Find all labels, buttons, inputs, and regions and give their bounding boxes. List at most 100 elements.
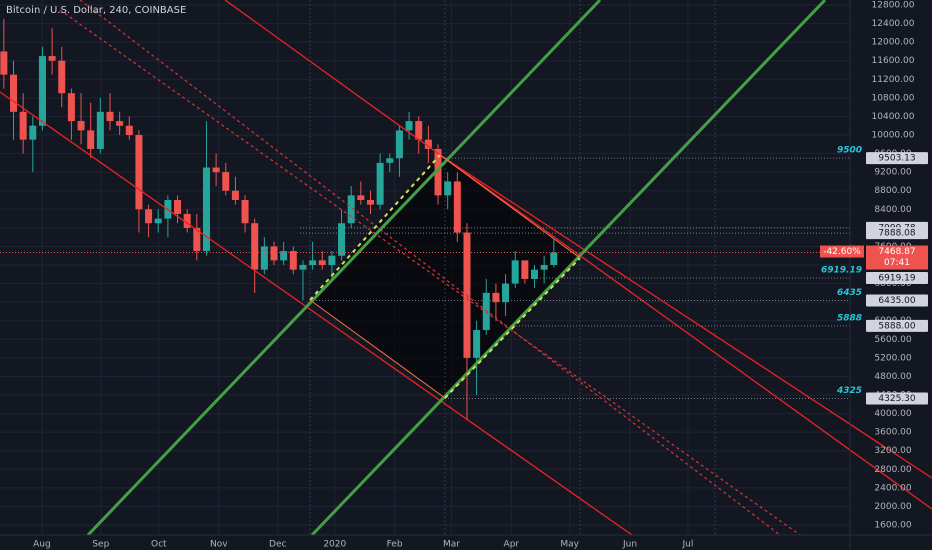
level-label: 7888.08 xyxy=(878,229,915,239)
trend-lines xyxy=(0,0,932,537)
level-box xyxy=(866,392,928,405)
candle-body xyxy=(521,260,529,279)
y-tick-label: 5200.00 xyxy=(874,353,911,363)
candle-body xyxy=(38,56,46,126)
level-box xyxy=(866,152,928,165)
candle-body xyxy=(0,51,8,75)
level-tag: 4325 xyxy=(836,386,862,396)
y-tick-label: 11200.00 xyxy=(872,75,915,85)
candle-body xyxy=(77,121,85,131)
last-price-label: 7468.87 xyxy=(878,247,915,257)
y-tick-label: 12400.00 xyxy=(872,19,915,29)
candle-body xyxy=(289,251,297,270)
candle-body xyxy=(67,93,75,122)
x-tick-label: May xyxy=(560,540,579,550)
candle-body xyxy=(502,283,510,303)
candle-body xyxy=(328,255,336,266)
x-tick-label: Sep xyxy=(92,540,109,550)
level-label: 6435.00 xyxy=(878,296,915,306)
last-price-box xyxy=(866,245,928,270)
x-tick-label: Dec xyxy=(269,540,286,550)
candle-body xyxy=(338,223,346,256)
x-tick-label: Aug xyxy=(33,540,51,550)
candle-body xyxy=(357,195,365,201)
candle-body xyxy=(270,246,278,261)
candle-body xyxy=(212,167,220,173)
candle-body xyxy=(444,181,452,196)
x-tick-label: Mar xyxy=(443,540,460,550)
y-tick-label: 2400.00 xyxy=(874,483,911,493)
candle-body xyxy=(550,252,558,266)
countdown-label: 07:41 xyxy=(884,258,910,268)
y-tick-label: 12800.00 xyxy=(872,1,915,11)
level-label: 9503.13 xyxy=(878,154,915,164)
candle-body xyxy=(106,111,114,122)
vertical-markers xyxy=(309,0,716,535)
candle-body xyxy=(19,111,27,140)
y-tick-label: 2800.00 xyxy=(874,465,911,475)
candle-body xyxy=(280,251,288,261)
y-tick-label: 3600.00 xyxy=(874,428,911,438)
x-tick-label: Nov xyxy=(210,540,228,550)
candle-body xyxy=(10,74,18,112)
candle-body xyxy=(309,260,317,266)
candle-body xyxy=(482,292,490,331)
candle-body xyxy=(366,200,374,205)
y-tick-label: 10800.00 xyxy=(872,93,915,103)
y-tick-label: 4800.00 xyxy=(874,372,911,382)
candle-body xyxy=(241,200,249,224)
y-tick-label: 3200.00 xyxy=(874,446,911,456)
candle-body xyxy=(260,246,268,270)
y-tick-label: 10000.00 xyxy=(872,131,915,141)
candle-body xyxy=(58,60,66,94)
candle-body xyxy=(29,125,37,140)
y-tick-label: 9200.00 xyxy=(874,168,911,178)
candle-body xyxy=(125,125,133,136)
candle-body xyxy=(395,130,403,159)
y-tick-label: 4000.00 xyxy=(874,409,911,419)
candle-body xyxy=(222,172,230,191)
level-tag: 6919.19 xyxy=(821,266,862,276)
level-label: 6919.19 xyxy=(878,274,915,284)
candle-body xyxy=(453,181,461,233)
candle-body xyxy=(540,265,548,270)
y-tick-label: 5600.00 xyxy=(874,335,911,345)
change-label: -42.60% xyxy=(823,247,861,257)
candle-body xyxy=(376,162,384,205)
candle-body xyxy=(135,135,143,210)
x-tick-label: Apr xyxy=(504,540,520,550)
candle-body xyxy=(492,292,500,303)
candle-body xyxy=(193,227,201,252)
candle-body xyxy=(415,121,423,140)
x-tick-label: Feb xyxy=(387,540,403,550)
chart-title: Bitcoin / U.S. Dollar, 240, COINBASE xyxy=(6,5,186,16)
y-tick-label: 8800.00 xyxy=(874,186,911,196)
y-tick-label: 12000.00 xyxy=(872,38,915,48)
candle-body xyxy=(183,213,191,228)
candle-body xyxy=(48,56,56,61)
y-tick-label: 10400.00 xyxy=(872,112,915,122)
candle-body xyxy=(145,209,153,224)
candle-body xyxy=(531,269,539,279)
y-tick-label: 6800.00 xyxy=(874,279,911,289)
change-box xyxy=(820,245,864,258)
level-box xyxy=(866,272,928,285)
x-tick-label: Oct xyxy=(151,540,167,550)
y-tick-label: 1600.00 xyxy=(874,521,911,531)
level-label: 5888.00 xyxy=(878,321,915,331)
candle-body xyxy=(318,260,326,266)
candle-body xyxy=(299,265,307,270)
candle-body xyxy=(434,148,442,196)
candle-body xyxy=(424,139,432,149)
candle-body xyxy=(405,121,413,131)
level-tag: 9500 xyxy=(837,146,862,156)
level-box xyxy=(866,294,928,307)
level-box xyxy=(866,227,928,240)
x-tick-label: 2020 xyxy=(323,540,346,550)
level-tag: 6435 xyxy=(837,288,862,298)
candle-body xyxy=(251,223,259,270)
level-tag: 5888 xyxy=(837,313,862,323)
candle-body xyxy=(202,167,210,252)
level-label: 4325.30 xyxy=(878,394,915,404)
